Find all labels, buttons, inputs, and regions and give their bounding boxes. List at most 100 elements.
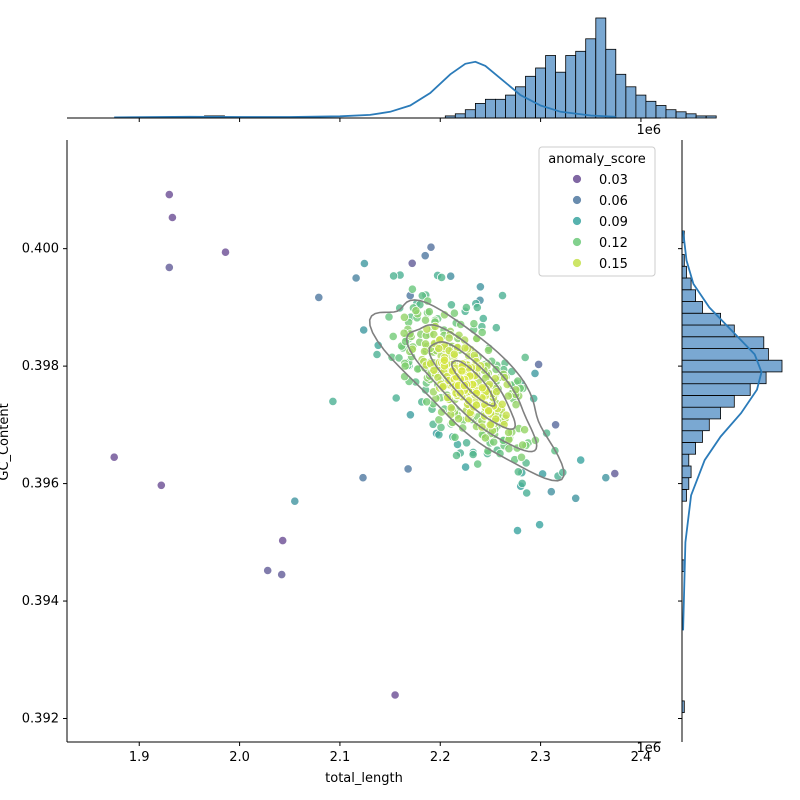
top-hist-bar	[615, 73, 627, 119]
right-hist-bar	[681, 453, 690, 467]
scatter-point	[399, 328, 409, 338]
right-kde-line	[682, 230, 763, 631]
scatter-point	[533, 359, 544, 369]
scatter-point	[314, 292, 324, 302]
scatter-point	[434, 343, 444, 354]
scatter-point	[278, 535, 288, 546]
scatter-point	[449, 349, 459, 359]
y-axis-label: GC_Content	[0, 403, 12, 480]
scatter-point	[546, 487, 556, 497]
top-hist-bar	[605, 48, 617, 119]
right-hist-bar	[681, 265, 687, 279]
scatter-point	[109, 452, 119, 462]
legend-label: 0.12	[599, 236, 628, 251]
scatter-point	[446, 271, 456, 281]
scatter-point	[483, 406, 494, 416]
right-hist-bar	[681, 477, 690, 490]
scatter-point	[263, 565, 273, 576]
scatter-point	[442, 392, 453, 403]
x-axis-ticks: 1.9 2.0 2.1 2.2 2.3 2.4	[129, 118, 651, 765]
right-hist-bar	[681, 489, 687, 502]
scatter-point	[400, 361, 410, 371]
main-scatter-axes	[66, 117, 683, 743]
y-tick-label: 0.398	[22, 359, 59, 374]
scatter-point	[403, 464, 413, 474]
scatter-point	[388, 331, 398, 341]
scatter-point	[446, 403, 456, 413]
legend-marker	[572, 237, 582, 247]
x-offset-label: 1e6	[636, 741, 661, 756]
legend-label: 0.03	[599, 173, 628, 188]
scatter-point	[420, 251, 430, 261]
scatter-point	[384, 312, 394, 322]
x-tick-label: 2.4	[631, 750, 652, 765]
scatter-point	[464, 396, 474, 406]
scatter-point	[429, 365, 439, 375]
scatter-point	[426, 242, 436, 252]
scatter-point	[391, 393, 401, 403]
top-hist-bar	[565, 55, 577, 119]
scatter-point	[407, 284, 417, 294]
top-kde-line	[114, 60, 616, 119]
scatter-point	[478, 313, 488, 324]
top-offset-label: 1e6	[636, 123, 661, 138]
scatter-point	[436, 422, 446, 432]
right-hist-bar	[681, 465, 692, 479]
kde-contour-line	[428, 341, 517, 431]
top-hist-bar	[535, 67, 546, 119]
legend-marker	[572, 216, 582, 226]
x-tick-label: 2.3	[530, 750, 551, 765]
scatter-point	[461, 302, 471, 313]
scatter-point	[420, 339, 431, 349]
scatter-points	[109, 190, 620, 700]
top-hist-bar	[685, 113, 697, 119]
legend-title: anomaly_score	[548, 152, 646, 167]
scatter-point	[328, 396, 338, 406]
top-hist-bar	[625, 86, 637, 119]
right-hist-bar	[681, 359, 783, 373]
legend-entries: 0.03 0.06 0.09 0.12 0.15	[572, 173, 628, 272]
legend-marker	[572, 258, 582, 268]
y-tick-label: 0.394	[22, 594, 59, 609]
scatter-point	[434, 415, 444, 425]
scatter-point	[419, 346, 430, 356]
scatter-point	[164, 190, 174, 200]
scatter-point	[372, 349, 382, 360]
right-hist-bar	[681, 289, 697, 302]
scatter-point	[449, 308, 459, 318]
top-hist-bar	[454, 113, 466, 119]
right-hist-bar	[681, 336, 765, 349]
scatter-point	[520, 352, 530, 362]
scatter-point	[444, 333, 454, 343]
top-hist-bar	[665, 109, 677, 119]
scatter-point	[469, 319, 479, 329]
top-hist-bar	[705, 115, 717, 119]
top-hist-bar	[575, 50, 587, 119]
legend-box	[538, 146, 656, 277]
x-axis-label: total_length	[325, 771, 403, 786]
scatter-point	[351, 273, 361, 283]
top-hist-bar	[505, 94, 516, 119]
top-hist-bar	[675, 111, 687, 119]
scatter-point	[461, 438, 472, 448]
y-tick-label: 0.396	[22, 477, 59, 492]
right-marginal-histogram	[681, 230, 783, 714]
scatter-point	[277, 569, 287, 580]
legend-marker	[572, 174, 582, 184]
scatter-point	[522, 488, 532, 498]
scatter-point	[390, 690, 400, 700]
scatter-point	[458, 423, 468, 433]
right-hist-bar	[681, 442, 697, 455]
scatter-point	[519, 425, 530, 435]
scatter-point	[156, 480, 166, 490]
scatter-point	[468, 449, 478, 460]
scatter-point	[491, 323, 501, 333]
scatter-point	[460, 462, 471, 472]
top-hist-bar	[585, 38, 597, 119]
scatter-point	[359, 258, 369, 269]
scatter-point	[601, 473, 611, 483]
right-hist-bar	[681, 371, 767, 385]
scatter-point	[436, 272, 447, 282]
top-hist-bar	[484, 98, 496, 119]
scatter-point	[473, 459, 483, 469]
